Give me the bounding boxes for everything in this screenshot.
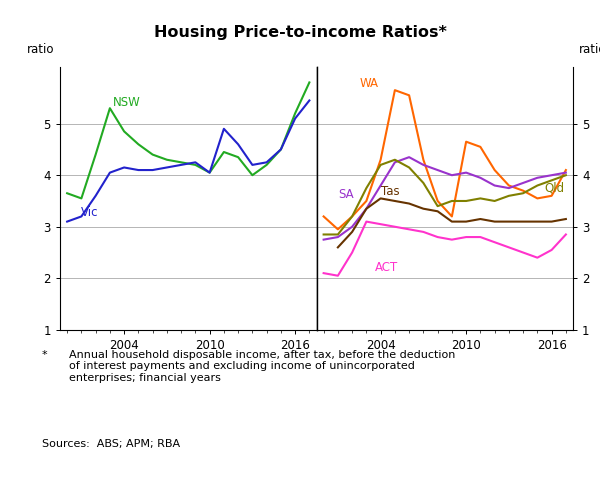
- Text: *: *: [42, 350, 47, 360]
- Text: SA: SA: [338, 188, 353, 201]
- Text: Sources:  ABS; APM; RBA: Sources: ABS; APM; RBA: [42, 439, 180, 449]
- Text: Housing Price-to-income Ratios*: Housing Price-to-income Ratios*: [154, 25, 446, 40]
- Text: Annual household disposable income, after tax, before the deduction
of interest : Annual household disposable income, afte…: [69, 350, 455, 383]
- Text: ratio: ratio: [26, 44, 54, 57]
- Text: Tas: Tas: [380, 185, 399, 198]
- Text: Vic: Vic: [82, 206, 99, 219]
- Text: Qld: Qld: [545, 182, 565, 194]
- Text: ACT: ACT: [375, 261, 398, 274]
- Text: NSW: NSW: [113, 96, 140, 109]
- Text: WA: WA: [359, 77, 378, 90]
- Text: ratio: ratio: [579, 44, 600, 57]
